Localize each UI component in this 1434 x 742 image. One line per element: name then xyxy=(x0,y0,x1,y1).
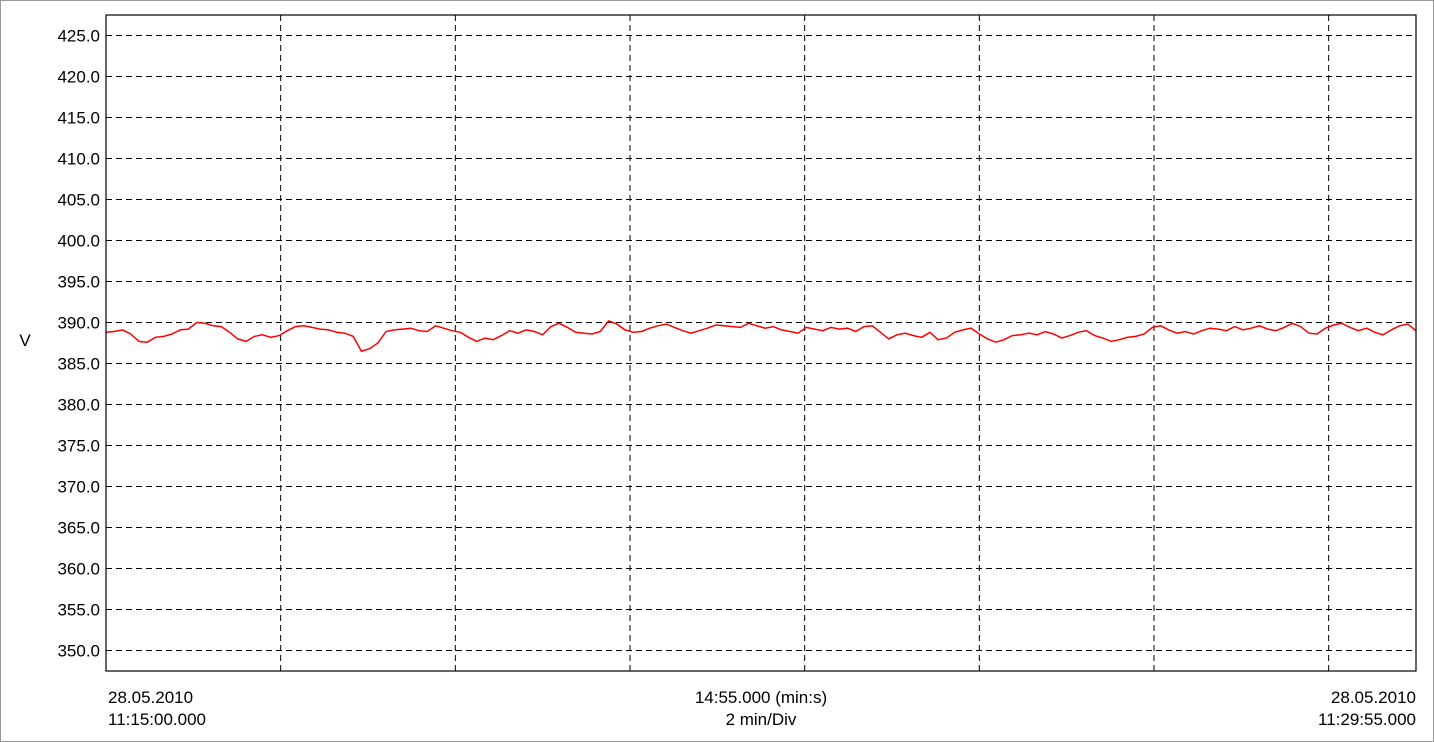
y-tick-label: 425.0 xyxy=(57,27,100,46)
x-end-time: 11:29:55.000 xyxy=(1318,710,1416,729)
y-tick-label: 375.0 xyxy=(57,437,100,456)
y-tick-label: 405.0 xyxy=(57,191,100,210)
x-start-time: 11:15:00.000 xyxy=(108,710,206,729)
x-start-label: 28.05.2010 11:15:00.000 xyxy=(108,687,206,731)
y-tick-label: 370.0 xyxy=(57,478,100,497)
plot-area-frame xyxy=(105,14,1417,672)
x-scale-label: 2 min/Div xyxy=(725,710,797,729)
y-tick-label: 420.0 xyxy=(57,68,100,87)
y-tick-label: 350.0 xyxy=(57,642,100,661)
x-end-label: 28.05.2010 11:29:55.000 xyxy=(1318,687,1416,731)
y-tick-label: 415.0 xyxy=(57,109,100,128)
x-end-date: 28.05.2010 xyxy=(1330,688,1416,707)
y-tick-label: 400.0 xyxy=(57,232,100,251)
y-tick-label: 385.0 xyxy=(57,355,100,374)
x-center-label: 14:55.000 (min:s) 2 min/Div xyxy=(661,687,861,731)
x-start-date: 28.05.2010 xyxy=(108,688,194,707)
y-tick-labels: 350.0 355.0 360.0 365.0 370.0 375.0 380.0 385.0… xyxy=(57,27,100,661)
y-tick-label: 360.0 xyxy=(57,560,100,579)
voltage-series-line xyxy=(105,319,1417,353)
y-tick-label: 390.0 xyxy=(57,314,100,333)
y-tick-label: 380.0 xyxy=(57,396,100,415)
grid xyxy=(106,15,1416,671)
x-span-label: 14:55.000 (min:s) xyxy=(694,688,828,707)
y-tick-label: 365.0 xyxy=(57,519,100,538)
y-tick-label: 410.0 xyxy=(57,150,100,169)
y-tick-label: 355.0 xyxy=(57,601,100,620)
y-tick-label: 395.0 xyxy=(57,273,100,292)
y-axis-label: V xyxy=(19,331,31,350)
